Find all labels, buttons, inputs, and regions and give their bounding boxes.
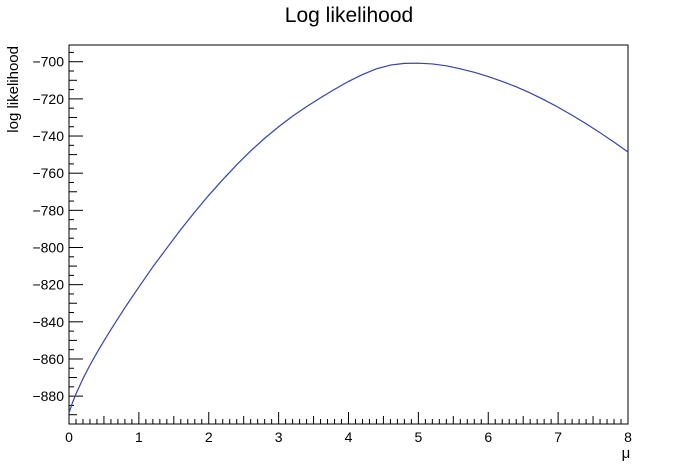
x-tick-label: 2 — [205, 429, 213, 445]
chart-title: Log likelihood — [284, 4, 414, 27]
x-tick-label: 4 — [345, 429, 353, 445]
x-tick-label: 0 — [65, 429, 73, 445]
y-tick-label: −800 — [32, 240, 64, 256]
x-tick-label: 1 — [135, 429, 143, 445]
series-line — [68, 62, 629, 414]
x-tick-label: 7 — [554, 429, 562, 445]
x-tick-label: 3 — [275, 429, 283, 445]
y-axis-label: log likelihood — [5, 46, 22, 133]
y-tick-label: −860 — [32, 351, 64, 367]
x-tick-label: 5 — [414, 429, 422, 445]
y-tick-label: −880 — [32, 388, 64, 404]
plot-frame — [68, 44, 629, 425]
y-tick-label: −780 — [32, 202, 64, 218]
x-tick-label: 8 — [624, 429, 632, 445]
y-tick-label: −700 — [32, 54, 64, 70]
y-tick-label: −820 — [32, 277, 64, 293]
y-tick-label: −740 — [32, 128, 64, 144]
y-tick-label: −760 — [32, 165, 64, 181]
y-tick-label: −840 — [32, 314, 64, 330]
series-group — [68, 62, 629, 414]
x-axis-label: μ — [622, 445, 631, 462]
x-tick-label: 6 — [484, 429, 492, 445]
y-tick-label: −720 — [32, 91, 64, 107]
plot-axes: 0 1 2 3 4 5 6 7 8 −880 −860 −840 −820 −800 −780 −760 −74… — [32, 44, 632, 445]
